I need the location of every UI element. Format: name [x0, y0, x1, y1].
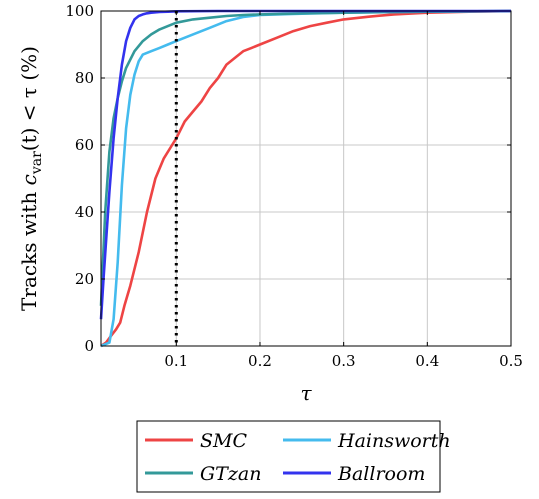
grid-lines: [101, 10, 512, 347]
x-tick-label-0: 0.1: [164, 352, 188, 370]
x-tick-label-3: 0.4: [415, 352, 439, 370]
y-tick-label-3: 60: [75, 136, 94, 154]
plot-frame: [100, 10, 512, 347]
legend-label-smc: SMC: [200, 430, 247, 452]
series-line-smc: [100, 9, 512, 348]
legend-label-ballroom: Ballroom: [337, 463, 425, 485]
series-line-ballroom: [99, 9, 511, 320]
y-tick-label-5: 100: [65, 2, 94, 20]
x-tick-label-4: 0.5: [499, 352, 523, 370]
axis-ticks: [101, 10, 512, 347]
legend-box: [136, 420, 441, 493]
series-lines: [99, 9, 512, 348]
x-tick-label-2: 0.3: [332, 352, 356, 370]
y-tick-label-4: 80: [75, 69, 94, 87]
tick-labels: 0.1 0.2 0.3 0.4 0.5 0 20 40 60 80 100: [65, 2, 523, 370]
legend: SMC Hainsworth GTzan Ballroom: [136, 420, 451, 493]
y-tick-label-0: 0: [84, 337, 94, 355]
y-axis-title-sub: var: [29, 151, 45, 175]
y-tick-label-1: 20: [75, 270, 94, 288]
y-axis-title: Tracks with cvar(t) < τ (%): [17, 46, 45, 311]
legend-label-gtzan: GTzan: [200, 463, 261, 485]
y-axis-title-prefix: Tracks with: [17, 185, 41, 311]
series-line-hainsworth: [100, 9, 512, 348]
y-tick-label-2: 40: [75, 203, 94, 221]
y-axis-title-func: (t) < τ: [17, 87, 41, 151]
legend-label-hainsworth: Hainsworth: [337, 430, 451, 452]
x-axis-title: τ: [300, 381, 312, 405]
x-tick-label-1: 0.2: [248, 352, 272, 370]
y-axis-title-suffix: (%): [17, 46, 41, 87]
y-axis-title-var: c: [17, 174, 41, 185]
